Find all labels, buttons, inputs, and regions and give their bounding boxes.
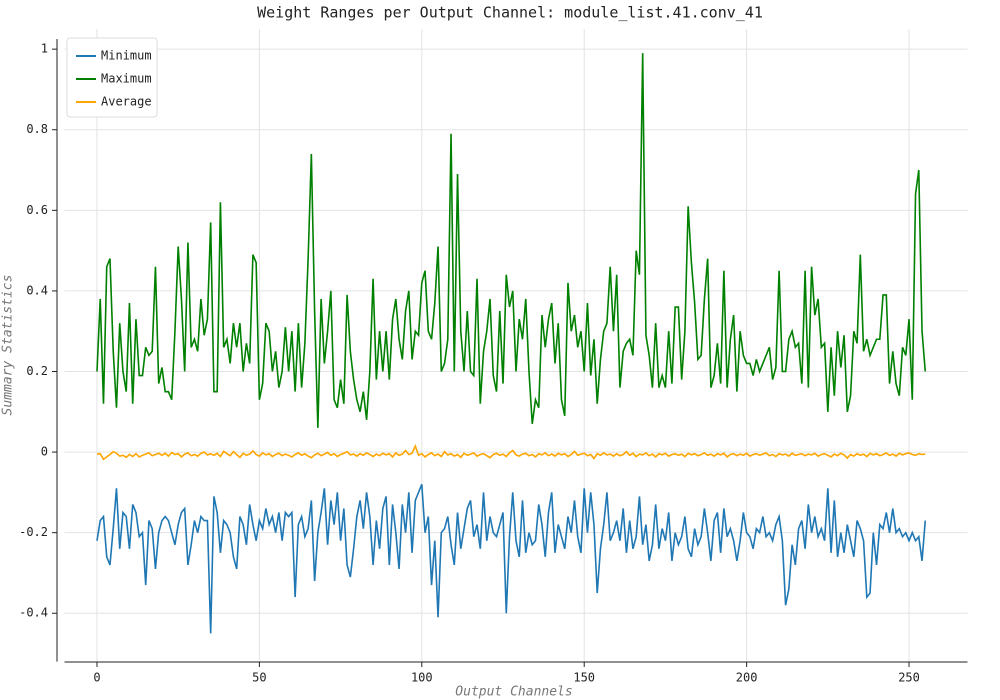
y-axis-label: Summary Statistics: [1, 275, 16, 416]
y-tick-label: -0.2: [19, 525, 48, 539]
x-axis-label: Output Channels: [455, 685, 572, 700]
series-line: [96, 53, 927, 428]
series-line: [96, 443, 926, 461]
y-tick-label: 1: [41, 42, 48, 56]
y-tick-label: 0: [41, 445, 48, 459]
x-tick-label: 50: [252, 671, 266, 685]
y-tick-label: 0.8: [26, 122, 48, 136]
legend-label: Maximum: [101, 72, 152, 86]
x-tick-label: 0: [93, 671, 100, 685]
x-tick-label: 250: [898, 671, 920, 685]
y-tick-label: 0.4: [26, 283, 48, 297]
legend-box: [66, 37, 158, 118]
y-tick-label: 0.6: [26, 203, 48, 217]
x-tick-label: 150: [573, 671, 595, 685]
x-tick-label: 100: [411, 671, 433, 685]
legend: Minimum Maximum Average: [66, 37, 158, 118]
legend-label: Minimum: [101, 49, 152, 63]
chart-title: Weight Ranges per Output Channel: module…: [257, 4, 763, 22]
legend-label: Average: [101, 95, 152, 109]
x-tick-label: 200: [736, 671, 758, 685]
y-tick-label: -0.4: [19, 606, 48, 620]
series-line: [96, 484, 927, 634]
y-tick-label: 0.2: [26, 364, 48, 378]
